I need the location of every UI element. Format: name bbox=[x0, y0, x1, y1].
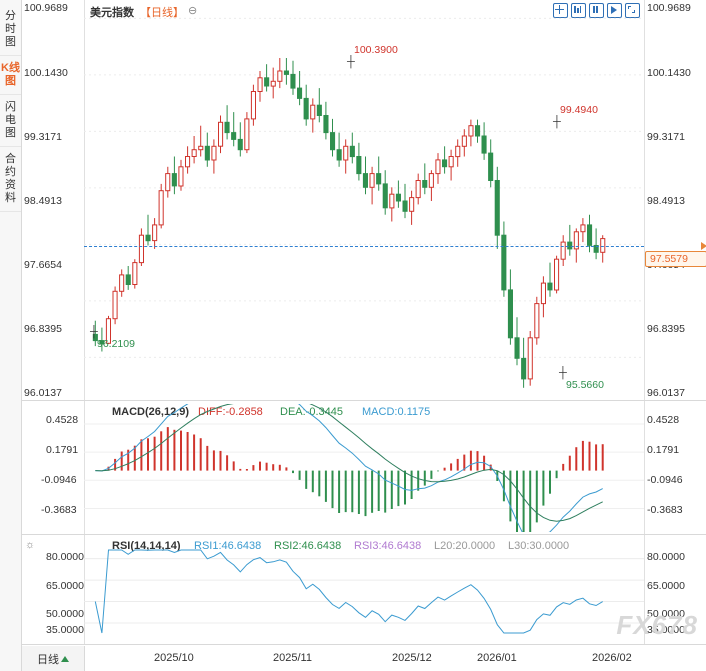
rsi1-legend: RSI1:46.6438 bbox=[194, 540, 262, 552]
rsi-ylabel-1-right: 65.0000 bbox=[647, 580, 685, 592]
macd-ylabel-2-right: -0.0946 bbox=[647, 474, 683, 486]
play-icon[interactable] bbox=[607, 3, 622, 18]
high-marker-2: 99.4940 bbox=[560, 104, 598, 116]
fullscreen-icon[interactable] bbox=[625, 3, 640, 18]
right-axis-separator bbox=[644, 0, 645, 645]
rsi-ylabel-1: 65.0000 bbox=[46, 580, 84, 592]
x-tick-2: 2025/12 bbox=[392, 652, 432, 664]
rsi-ylabel-2-right: 50.0000 bbox=[647, 608, 685, 620]
macd-chart bbox=[84, 404, 644, 532]
low-marker-1: 96.2109 bbox=[97, 338, 135, 350]
sidebar-item-contract[interactable]: 合约资料 bbox=[0, 147, 21, 212]
rsi-ylabel-3: 35.0000 bbox=[46, 624, 84, 636]
rsi-ylabel-3-right: 35.0000 bbox=[647, 624, 685, 636]
chart-type-icon[interactable] bbox=[571, 3, 586, 18]
rsi-ylabel-0-right: 80.0000 bbox=[647, 551, 685, 563]
x-axis: 日线 2025/10 2025/11 2025/12 2026/01 2026/… bbox=[22, 644, 706, 671]
rsi-settings-icon[interactable]: ☼ bbox=[25, 539, 36, 551]
price-ylabel-4: 97.6654 bbox=[24, 259, 62, 271]
price-ylabel-1: 100.1430 bbox=[24, 67, 68, 79]
rsi-title: RSI(14,14,14) bbox=[112, 540, 181, 552]
sidebar-item-kline[interactable]: K线图 bbox=[0, 56, 21, 95]
macd-ylabel-2: -0.0946 bbox=[41, 474, 77, 486]
low-marker-2-cross: ┼ bbox=[559, 367, 567, 379]
rsi-chart bbox=[84, 549, 644, 634]
chart-area: 美元指数 【日线】 ⊖ 100.9689 100.9689 100.1430 1… bbox=[22, 0, 706, 671]
rsi2-legend: RSI2:46.6438 bbox=[274, 540, 342, 552]
x-tick-4: 2026/02 bbox=[592, 652, 632, 664]
price-ylabel-6: 96.0137 bbox=[24, 387, 62, 399]
price-candlestick-chart bbox=[84, 17, 644, 388]
x-tick-1: 2025/11 bbox=[273, 652, 312, 664]
period-button-label: 日线 bbox=[37, 653, 59, 666]
chart-title: 美元指数 bbox=[90, 7, 134, 19]
indicator-icon[interactable] bbox=[589, 3, 604, 18]
crosshair-icon[interactable] bbox=[553, 3, 568, 18]
rsi-l20-legend: L20:20.0000 bbox=[434, 540, 496, 552]
high-marker-1: 100.3900 bbox=[354, 44, 398, 56]
sidebar-item-timechart[interactable]: 分时图 bbox=[0, 0, 21, 56]
macd-ylabel-1: 0.1791 bbox=[46, 444, 79, 456]
price-ylabel-5-right: 96.8395 bbox=[647, 323, 685, 335]
rsi-panel bbox=[22, 534, 706, 645]
x-tick-0: 2025/10 bbox=[154, 652, 194, 664]
rsi-ylabel-0: 80.0000 bbox=[46, 551, 84, 563]
left-sidebar: 分时图 K线图 闪电图 合约资料 bbox=[0, 0, 22, 671]
macd-ylabel-1-right: 0.1791 bbox=[647, 444, 680, 456]
macd-ylabel-0: 0.4528 bbox=[46, 414, 79, 426]
current-price-tag: 97.5579 bbox=[645, 251, 706, 267]
rsi-l30-legend: L30:30.0000 bbox=[508, 540, 570, 552]
macd-ylabel-3-right: -0.3683 bbox=[647, 504, 683, 516]
price-ylabel-2-right: 99.3171 bbox=[647, 131, 685, 143]
high-marker-1-cross: ┼ bbox=[347, 56, 355, 68]
triangle-up-icon bbox=[61, 655, 69, 662]
current-price-line bbox=[84, 246, 644, 247]
macd-dea-legend: DEA:-0.3445 bbox=[280, 406, 343, 418]
chart-toolbar bbox=[553, 3, 640, 18]
price-ylabel-3-right: 98.4913 bbox=[647, 195, 685, 207]
sidebar-item-kline-label: K线图 bbox=[1, 62, 20, 87]
price-ylabel-1-right: 100.1430 bbox=[647, 67, 691, 79]
rsi3-legend: RSI3:46.6438 bbox=[354, 540, 422, 552]
macd-ylabel-0-right: 0.4528 bbox=[647, 414, 680, 426]
macd-macd-legend: MACD:0.1175 bbox=[362, 406, 431, 418]
macd-ylabel-3: -0.3683 bbox=[41, 504, 77, 516]
price-ylabel-2: 99.3171 bbox=[24, 131, 62, 143]
price-ylabel-0-right: 100.9689 bbox=[647, 2, 691, 14]
rsi-ylabel-2: 50.0000 bbox=[46, 608, 84, 620]
price-ylabel-5: 96.8395 bbox=[24, 323, 62, 335]
high-marker-2-cross: ┼ bbox=[553, 116, 561, 128]
chart-period-label: 【日线】 bbox=[140, 7, 184, 19]
sidebar-item-contract-label: 合约资料 bbox=[5, 153, 16, 204]
low-marker-2: 95.5660 bbox=[566, 379, 604, 391]
price-tag-arrow bbox=[701, 242, 706, 250]
watermark: FX678 bbox=[616, 610, 698, 640]
sidebar-item-timechart-label: 分时图 bbox=[5, 10, 16, 48]
low-marker-1-cross: ┼ bbox=[90, 326, 98, 338]
x-tick-3: 2026/01 bbox=[477, 652, 517, 664]
sidebar-item-flash[interactable]: 闪电图 bbox=[0, 95, 21, 147]
price-ylabel-0: 100.9689 bbox=[24, 2, 68, 14]
price-ylabel-6-right: 96.0137 bbox=[647, 387, 685, 399]
collapse-icon[interactable]: ⊖ bbox=[188, 5, 198, 17]
period-button[interactable]: 日线 bbox=[22, 646, 85, 671]
macd-panel bbox=[22, 400, 706, 534]
sidebar-item-flash-label: 闪电图 bbox=[5, 101, 16, 139]
left-axis-separator bbox=[84, 0, 85, 645]
price-ylabel-3: 98.4913 bbox=[24, 195, 62, 207]
